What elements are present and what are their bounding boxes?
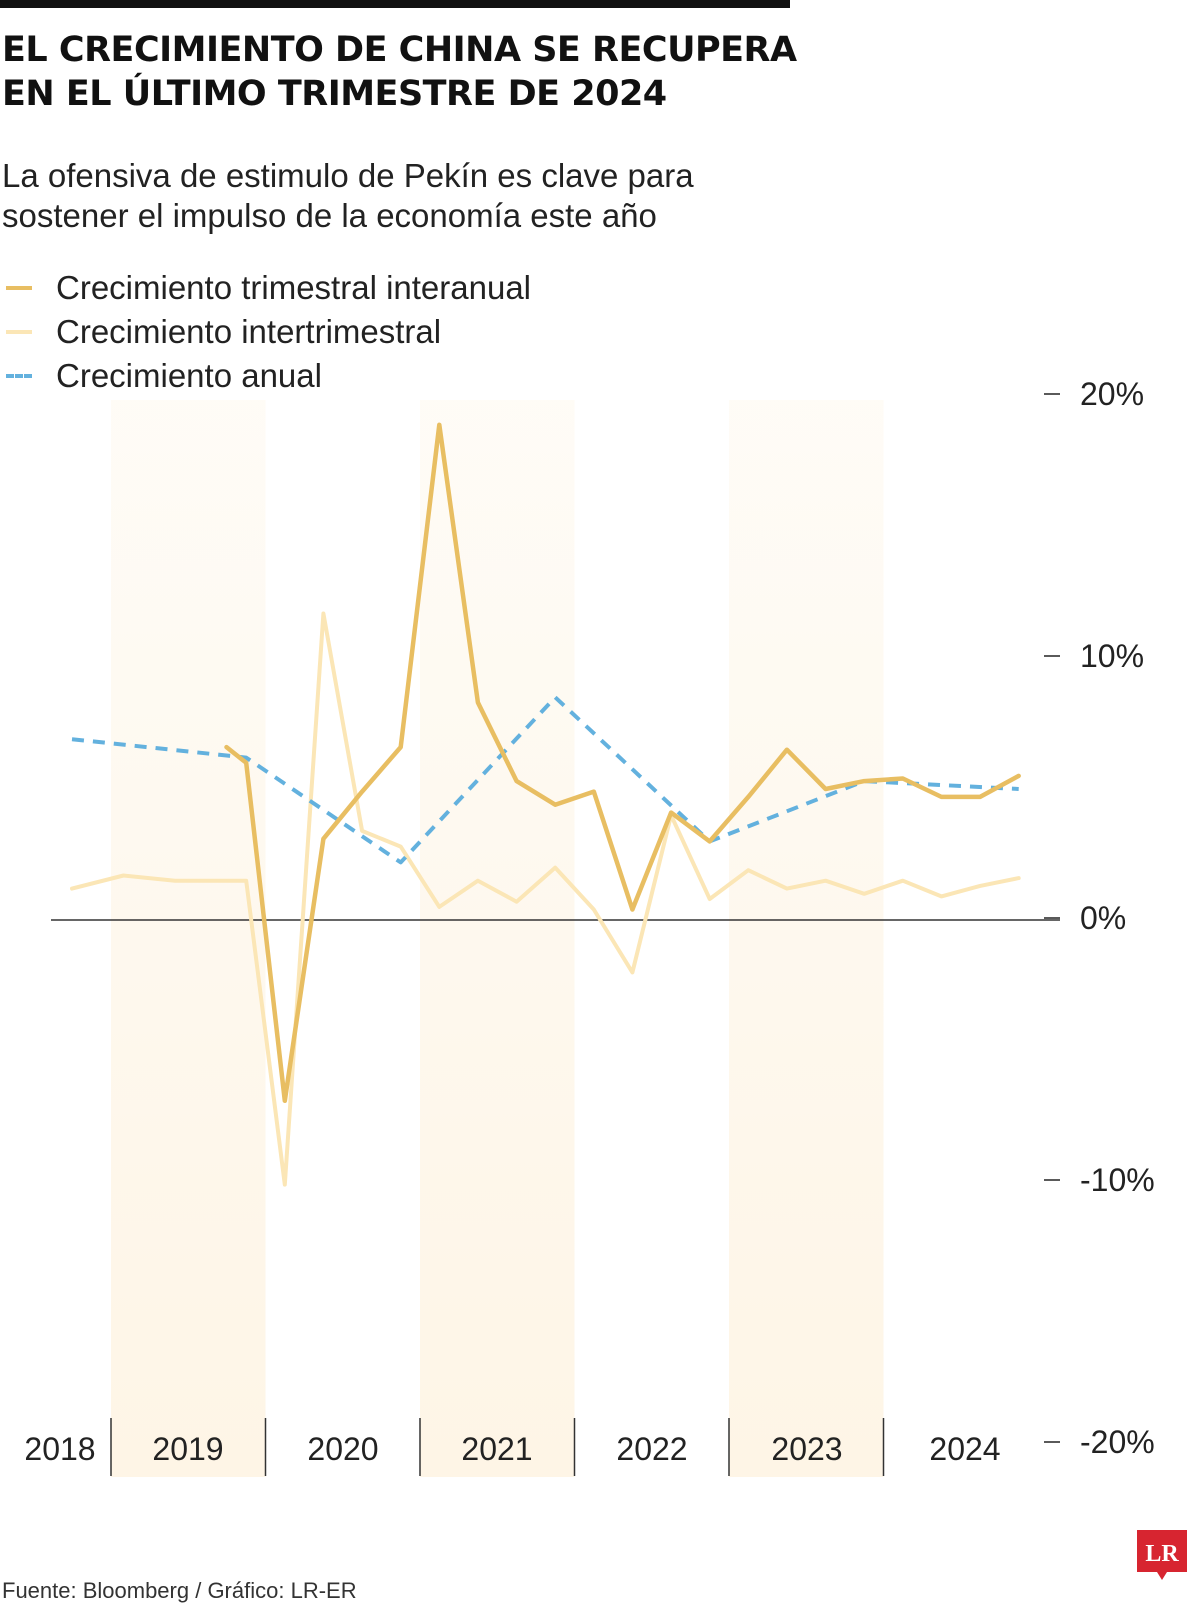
chart-subtitle: La ofensiva de estimulo de Pekín es clav… bbox=[2, 156, 802, 236]
series-line-intertrimestral bbox=[70, 611, 1021, 1187]
series-line-interanual bbox=[224, 422, 1021, 1104]
y-axis: 20% 10% 0% -10% -20% bbox=[51, 380, 1155, 1460]
legend-item-intertrimestral: Crecimiento intertrimestral bbox=[6, 310, 531, 354]
legend: Crecimiento trimestral interanual Crecim… bbox=[6, 266, 531, 398]
x-tick-label-2018: 2018 bbox=[24, 1431, 95, 1467]
lr-logo-icon: LR bbox=[1137, 1530, 1187, 1580]
chart-title-line-2: EN EL ÚLTIMO TRIMESTRE DE 2024 bbox=[2, 74, 667, 114]
legend-swatch-anual bbox=[6, 374, 32, 378]
y-tick-label: -20% bbox=[1080, 1424, 1155, 1460]
y-tick-label: -10% bbox=[1080, 1162, 1155, 1198]
year-bands bbox=[111, 400, 884, 1477]
legend-swatch-interanual bbox=[6, 286, 32, 290]
series-line-anual bbox=[71, 695, 1019, 865]
x-tick-label-2021: 2021 bbox=[461, 1431, 532, 1467]
chart-title: EL CRECIMIENTO DE CHINA SE RECUPERA EN E… bbox=[2, 28, 802, 116]
x-tick-label-2019: 2019 bbox=[152, 1431, 223, 1467]
legend-item-anual: Crecimiento anual bbox=[6, 354, 531, 398]
chart-subtitle-line-2: sostener el impulso de la economía este … bbox=[2, 197, 657, 234]
y-tick-label: 20% bbox=[1080, 380, 1144, 412]
legend-label-anual: Crecimiento anual bbox=[56, 357, 322, 394]
y-tick-label: 0% bbox=[1080, 900, 1126, 936]
chart-title-line-1: EL CRECIMIENTO DE CHINA SE RECUPERA bbox=[2, 30, 797, 70]
line-chart: 20% 10% 0% -10% -20% 2018 2019 2020 2021 2022 202… bbox=[24, 380, 1155, 1477]
legend-swatch-intertrimestral bbox=[6, 330, 32, 334]
top-rule bbox=[0, 0, 790, 8]
year-band-2023 bbox=[729, 400, 884, 1477]
legend-label-intertrimestral: Crecimiento intertrimestral bbox=[56, 313, 442, 350]
y-tick-label: 10% bbox=[1080, 638, 1144, 674]
year-band-2019 bbox=[111, 400, 266, 1477]
x-axis: 2018 2019 2020 2021 2022 2023 2024 bbox=[24, 1418, 1001, 1476]
year-band-2021 bbox=[420, 400, 575, 1477]
series-group bbox=[70, 422, 1021, 1187]
x-tick-label-2020: 2020 bbox=[307, 1431, 378, 1467]
legend-item-interanual: Crecimiento trimestral interanual bbox=[6, 266, 531, 310]
source-footer: Fuente: Bloomberg / Gráfico: LR-ER bbox=[2, 1578, 357, 1603]
chart-subtitle-line-1: La ofensiva de estimulo de Pekín es clav… bbox=[2, 157, 694, 194]
lr-logo-text: LR bbox=[1145, 1541, 1179, 1567]
legend-label-interanual: Crecimiento trimestral interanual bbox=[56, 269, 532, 306]
x-tick-label-2022: 2022 bbox=[616, 1431, 687, 1467]
x-tick-label-2023: 2023 bbox=[771, 1431, 842, 1467]
x-tick-label-2024: 2024 bbox=[929, 1431, 1000, 1467]
